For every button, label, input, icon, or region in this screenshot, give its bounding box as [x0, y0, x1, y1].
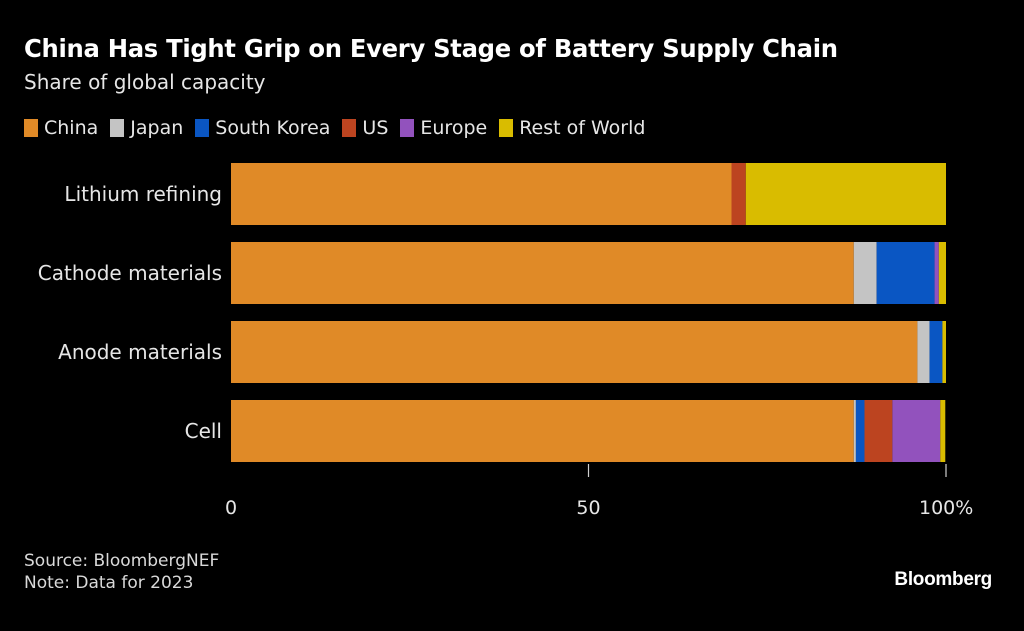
category-label: Anode materials [58, 340, 222, 364]
bar-segment [853, 242, 877, 304]
legend: China Japan South Korea US Europe Rest of Wor… [24, 117, 657, 139]
bar-segment [855, 400, 865, 462]
legend-item: South Korea [195, 117, 330, 139]
bar-segment [876, 242, 935, 304]
bloomberg-logo: Bloomberg [894, 569, 992, 590]
legend-label: Japan [130, 117, 184, 139]
bar-segment [934, 242, 939, 304]
x-axis: 0 50 100% [225, 464, 973, 519]
x-tick-label: 0 [225, 497, 237, 519]
bar-segment [231, 400, 854, 462]
bar-segment [942, 321, 946, 383]
x-tick-label: 50 [576, 497, 600, 519]
legend-swatch [499, 119, 514, 137]
legend-item: US [342, 117, 388, 139]
legend-swatch [195, 119, 210, 137]
bar-segment [231, 321, 918, 383]
legend-swatch [342, 119, 357, 137]
legend-swatch [24, 119, 38, 137]
bar-segment [864, 400, 893, 462]
bar-segment [745, 163, 946, 225]
bar-segment [853, 400, 856, 462]
bar-segment [940, 400, 946, 462]
legend-item: China [24, 117, 98, 139]
chart-title: China Has Tight Grip on Every Stage of B… [24, 34, 838, 63]
category-label: Cell [185, 419, 222, 443]
legend-item: Rest of World [499, 117, 645, 139]
x-tick-label: 100% [919, 497, 973, 519]
category-labels: Lithium refining Cathode materials Anode m… [38, 182, 222, 443]
bar-segment [929, 321, 943, 383]
legend-swatch [400, 119, 415, 137]
legend-item: Europe [400, 117, 487, 139]
legend-label: US [362, 117, 389, 139]
bar-segment [731, 163, 746, 225]
chart-subtitle: Share of global capacity [24, 70, 266, 94]
bar-segment [938, 242, 946, 304]
bar-segment [231, 163, 732, 225]
bar-segment [231, 242, 854, 304]
category-label: Lithium refining [64, 182, 222, 206]
bar-segment [892, 400, 941, 462]
legend-item: Japan [110, 117, 183, 139]
data-note: Note: Data for 2023 [24, 573, 194, 593]
footnotes: Source: BloombergNEF Note: Data for 2023 [24, 550, 219, 594]
legend-label: China [44, 117, 99, 139]
legend-swatch [110, 119, 125, 137]
source-note: Source: BloombergNEF [24, 551, 220, 571]
legend-label: South Korea [215, 117, 331, 139]
legend-label: Rest of World [519, 117, 646, 139]
legend-label: Europe [420, 117, 488, 139]
category-label: Cathode materials [38, 261, 222, 285]
bars-group [231, 163, 946, 462]
bar-segment [917, 321, 930, 383]
